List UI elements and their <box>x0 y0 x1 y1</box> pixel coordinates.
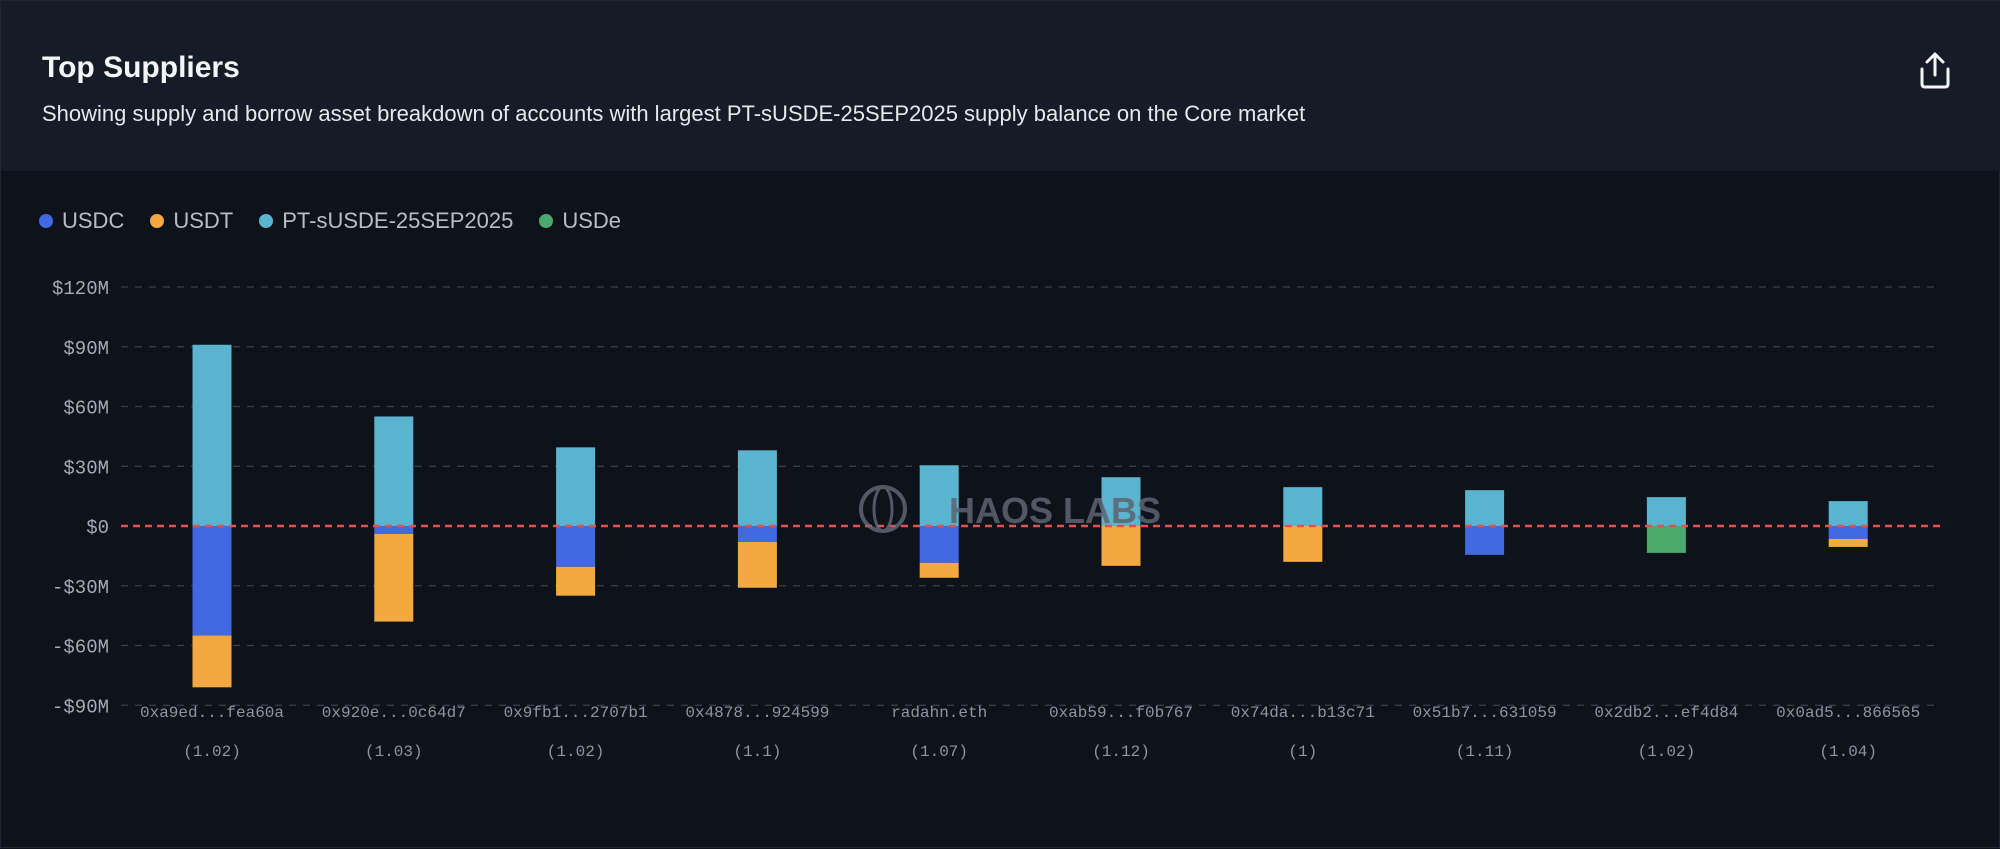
legend-dot-usdt <box>150 214 165 228</box>
x-tick-sublabel: (1.02) <box>547 743 605 761</box>
watermark-text: HAOS LABS <box>949 490 1161 531</box>
x-tick-sublabel: (1) <box>1288 743 1317 761</box>
share-upload-icon[interactable] <box>1917 51 1953 91</box>
bar-segment-usdt[interactable] <box>556 566 596 596</box>
bar-segment-pt-susde-25sep2025[interactable] <box>1283 487 1323 526</box>
bar-segment-pt-susde-25sep2025[interactable] <box>737 450 777 526</box>
x-tick-sublabel: (1.03) <box>365 743 423 761</box>
legend-item-pt-susde[interactable]: PT-sUSDE-25SEP2025 <box>259 208 513 234</box>
legend-item-usdc[interactable]: USDC <box>39 208 124 234</box>
legend-dot-pt-susde <box>259 214 274 228</box>
y-tick-label: -$90M <box>52 696 109 718</box>
bar-segment-usdc[interactable] <box>919 526 959 563</box>
x-tick-label: 0x9fb1...2707b1 <box>504 704 648 722</box>
bar-segment-usdc[interactable] <box>374 526 414 534</box>
x-tick-sublabel: (1.1) <box>733 743 781 761</box>
x-tick-sublabel: (1.11) <box>1456 743 1514 761</box>
x-tick-sublabel: (1.02) <box>183 743 241 761</box>
legend-item-usdt[interactable]: USDT <box>150 208 233 234</box>
legend-dot-usde <box>539 214 554 228</box>
x-tick-label: 0xa9ed...fea60a <box>140 704 284 722</box>
watermark-logo-icon <box>859 485 907 533</box>
y-tick-label: $120M <box>52 278 109 300</box>
x-tick-label: 0x0ad5...866565 <box>1776 704 1920 722</box>
bar-segment-usde[interactable] <box>1646 526 1686 553</box>
x-tick-sublabel: (1.07) <box>910 743 968 761</box>
x-tick-label: 0xab59...f0b767 <box>1049 704 1193 722</box>
x-tick-label: 0x2db2...ef4d84 <box>1594 704 1738 722</box>
bar-segment-pt-susde-25sep2025[interactable] <box>556 447 596 526</box>
bar-segment-pt-susde-25sep2025[interactable] <box>374 416 414 526</box>
bar-segment-usdc[interactable] <box>192 526 232 636</box>
bar-segment-pt-susde-25sep2025[interactable] <box>919 465 959 526</box>
x-tick-label: 0x51b7...631059 <box>1413 704 1557 722</box>
x-tick-label: 0x4878...924599 <box>685 704 829 722</box>
page-subtitle: Showing supply and borrow asset breakdow… <box>42 101 1306 126</box>
bar-segment-usdc[interactable] <box>1465 526 1505 555</box>
x-tick-sublabel: (1.12) <box>1092 743 1150 761</box>
chart-legend: USDC USDT PT-sUSDE-25SEP2025 USDe <box>39 206 621 236</box>
legend-label: USDe <box>562 208 622 233</box>
y-tick-label: $90M <box>63 338 109 360</box>
x-tick-label: radahn.eth <box>891 704 987 722</box>
legend-label: USDT <box>173 208 234 233</box>
bar-segment-usdt[interactable] <box>374 533 414 622</box>
x-tick-label: 0x920e...0c64d7 <box>322 704 466 722</box>
bar-segment-usdt[interactable] <box>192 635 232 688</box>
x-tick-sublabel: (1.02) <box>1638 743 1696 761</box>
bar-segment-usdc[interactable] <box>737 526 777 542</box>
bar-segment-pt-susde-25sep2025[interactable] <box>1828 501 1868 526</box>
y-tick-label: $60M <box>63 398 109 420</box>
legend-label: PT-sUSDE-25SEP2025 <box>282 208 514 233</box>
x-tick-sublabel: (1.04) <box>1819 743 1877 761</box>
bar-segment-usdc[interactable] <box>556 526 596 567</box>
bar-segment-pt-susde-25sep2025[interactable] <box>1465 490 1505 526</box>
y-tick-label: -$60M <box>52 637 109 659</box>
y-tick-label: -$30M <box>52 577 109 599</box>
legend-dot-usdc <box>39 214 53 228</box>
bar-segment-pt-susde-25sep2025[interactable] <box>192 344 232 526</box>
x-tick-label: 0x74da...b13c71 <box>1231 704 1375 722</box>
legend-item-usde[interactable]: USDe <box>539 208 621 234</box>
page-title: Top Suppliers <box>42 51 240 84</box>
legend-label: USDC <box>62 208 125 233</box>
bar-segment-pt-susde-25sep2025[interactable] <box>1101 477 1141 526</box>
bar-segment-usdt[interactable] <box>1828 538 1868 547</box>
bar-segment-pt-susde-25sep2025[interactable] <box>1646 497 1686 526</box>
card-header: Top Suppliers Showing supply and borrow … <box>1 1 2000 171</box>
bar-segment-usdt[interactable] <box>737 541 777 588</box>
y-tick-label: $30M <box>63 457 109 479</box>
bar-segment-usdt[interactable] <box>919 562 959 578</box>
bar-segment-usdt[interactable] <box>1101 526 1141 566</box>
y-tick-label: $0 <box>86 517 109 539</box>
bar-segment-usdt[interactable] <box>1283 526 1323 562</box>
bar-segment-usdc[interactable] <box>1828 526 1868 539</box>
